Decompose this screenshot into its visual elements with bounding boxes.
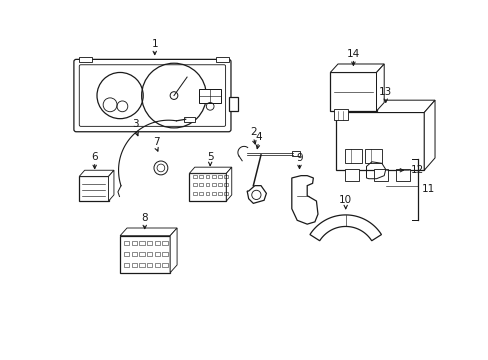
Text: 10: 10 — [339, 195, 351, 205]
Bar — [79, 57, 91, 62]
Bar — [79, 176, 108, 201]
Polygon shape — [79, 170, 114, 176]
Bar — [147, 263, 152, 266]
Polygon shape — [329, 64, 384, 72]
Polygon shape — [108, 170, 114, 201]
Text: 11: 11 — [421, 184, 434, 194]
Bar — [193, 192, 197, 195]
Polygon shape — [376, 64, 384, 111]
Bar — [162, 241, 167, 245]
Polygon shape — [335, 100, 434, 112]
Bar — [147, 252, 152, 256]
Polygon shape — [120, 228, 177, 236]
Bar — [162, 252, 167, 256]
Bar — [329, 72, 376, 111]
Bar — [335, 112, 424, 170]
Bar — [211, 183, 215, 186]
Polygon shape — [170, 228, 177, 273]
Bar — [199, 175, 203, 178]
Bar — [211, 175, 215, 178]
Bar — [216, 57, 228, 62]
Text: 3: 3 — [132, 120, 139, 130]
Bar — [291, 151, 299, 156]
Bar — [395, 169, 409, 181]
Polygon shape — [226, 167, 231, 201]
Bar — [193, 183, 197, 186]
Bar — [123, 241, 129, 245]
Bar — [344, 149, 361, 163]
Bar — [218, 192, 221, 195]
Bar — [218, 175, 221, 178]
Bar — [147, 241, 152, 245]
Bar — [199, 183, 203, 186]
Bar — [199, 192, 203, 195]
Polygon shape — [424, 100, 434, 170]
Text: 5: 5 — [206, 152, 213, 162]
Text: 8: 8 — [141, 213, 148, 223]
Bar — [154, 252, 160, 256]
Bar — [205, 175, 209, 178]
Bar — [364, 149, 381, 163]
Bar — [123, 263, 129, 266]
Bar — [199, 89, 221, 103]
Bar — [139, 263, 144, 266]
Bar — [205, 183, 209, 186]
Bar — [205, 192, 209, 195]
Bar — [154, 241, 160, 245]
Bar — [211, 192, 215, 195]
Bar — [333, 109, 347, 120]
Bar — [139, 241, 144, 245]
Polygon shape — [189, 167, 231, 173]
Bar — [224, 175, 227, 178]
Text: 7: 7 — [153, 137, 159, 147]
FancyBboxPatch shape — [74, 59, 230, 132]
Bar — [228, 97, 238, 111]
Bar — [131, 263, 137, 266]
Bar — [131, 241, 137, 245]
Text: 12: 12 — [409, 165, 423, 175]
Bar — [139, 252, 144, 256]
Bar — [224, 183, 227, 186]
Text: 2: 2 — [249, 127, 256, 137]
Bar — [131, 252, 137, 256]
Bar — [184, 117, 195, 122]
Bar — [154, 263, 160, 266]
Bar — [193, 175, 197, 178]
Text: 6: 6 — [91, 152, 98, 162]
Bar — [218, 183, 221, 186]
Bar — [162, 263, 167, 266]
Text: 14: 14 — [346, 49, 359, 59]
Bar — [120, 236, 170, 273]
Text: 13: 13 — [378, 87, 391, 97]
Text: 1: 1 — [151, 39, 158, 49]
Bar — [224, 192, 227, 195]
Bar — [344, 169, 358, 181]
Bar — [123, 252, 129, 256]
Text: 9: 9 — [296, 153, 302, 163]
Bar — [189, 173, 226, 201]
Bar — [373, 169, 387, 181]
Text: 4: 4 — [255, 132, 262, 142]
